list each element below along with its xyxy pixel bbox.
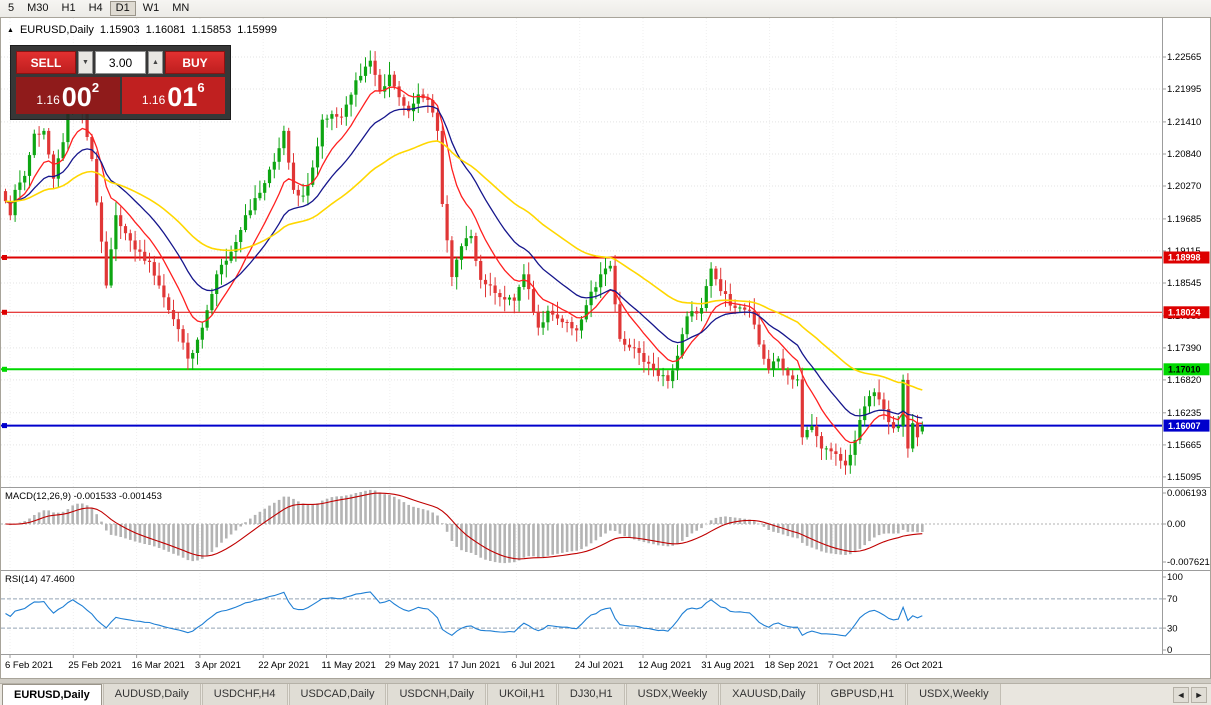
timeframe-button-5[interactable]: 5 [2,1,20,16]
svg-text:1.17010: 1.17010 [1168,365,1201,375]
svg-text:17 Jun 2021: 17 Jun 2021 [448,660,500,671]
chart-tab-usdcnh-daily[interactable]: USDCNH,Daily [387,684,487,705]
svg-text:0.00: 0.00 [1167,519,1186,530]
svg-text:100: 100 [1167,572,1183,583]
svg-text:18 Sep 2021: 18 Sep 2021 [765,660,819,671]
svg-text:16 Mar 2021: 16 Mar 2021 [132,660,185,671]
svg-text:1.15665: 1.15665 [1167,440,1201,451]
one-click-trading-panel: SELL ▼ ▲ BUY 1.16 00 2 1.16 01 6 [10,45,231,120]
chart-tab-gbpusd-h1[interactable]: GBPUSD,H1 [818,684,907,705]
svg-text:1.19685: 1.19685 [1167,214,1201,225]
chart-tab-usdx-weekly[interactable]: USDX,Weekly [625,684,720,705]
svg-text:25 Feb 2021: 25 Feb 2021 [68,660,121,671]
sell-price-display[interactable]: 1.16 00 2 [16,77,120,114]
timeframe-button-m30[interactable]: M30 [21,1,54,16]
chart-tab-eurusd-daily[interactable]: EURUSD,Daily [2,684,102,705]
buy-price-point: 6 [197,80,205,95]
svg-text:30: 30 [1167,623,1178,634]
svg-text:1.18998: 1.18998 [1168,253,1201,263]
sell-price-point: 2 [91,80,100,95]
svg-text:RSI(14) 47.4600: RSI(14) 47.4600 [5,574,75,585]
svg-text:1.20270: 1.20270 [1167,181,1201,192]
chart-tab-audusd-daily[interactable]: AUDUSD,Daily [102,684,201,705]
chart-canvas[interactable]: 1.22565 1.21995 1.21410 1.20840 1.20270 1.196… [0,17,1211,679]
sell-button[interactable]: SELL [16,51,76,74]
volume-decrease-button[interactable]: ▼ [78,51,93,74]
window-menu-icon: ▲ [7,26,14,34]
svg-text:12 Aug 2021: 12 Aug 2021 [638,660,691,671]
chart-tabs-bar: EURUSD,Daily AUDUSD,Daily USDCHF,H4 USDCAD,… [0,683,1211,705]
svg-text:22 Apr 2021: 22 Apr 2021 [258,660,309,671]
timeframe-toolbar: 5 M30 H1 H4 D1 W1 MN [0,0,1211,18]
quote-close: 1.15999 [237,24,277,36]
svg-text:MACD(12,26,9) -0.001533 -0.001: MACD(12,26,9) -0.001533 -0.001453 [5,491,162,502]
buy-button[interactable]: BUY [165,51,225,74]
tabs-scroll-right-button[interactable]: ► [1191,686,1207,703]
quote-low: 1.15853 [191,24,232,36]
svg-text:0.006193: 0.006193 [1167,488,1207,499]
tab-scroll-arrows: ◄ ► [1169,684,1211,705]
timeframe-button-d1[interactable]: D1 [109,1,136,16]
sell-price-base: 1.16 [36,93,60,107]
quote-high: 1.16081 [145,24,186,36]
sell-price-pips: 00 [61,82,92,112]
svg-text:1.18024: 1.18024 [1168,308,1201,318]
svg-text:1.18545: 1.18545 [1167,278,1201,289]
timeframe-button-h1[interactable]: H1 [56,1,82,16]
svg-text:3 Apr 2021: 3 Apr 2021 [195,660,241,671]
chart-tab-usdcad-daily[interactable]: USDCAD,Daily [288,684,387,705]
svg-text:1.15095: 1.15095 [1167,472,1201,483]
svg-text:1.17390: 1.17390 [1167,343,1201,354]
svg-text:6 Feb 2021: 6 Feb 2021 [5,660,53,671]
volume-increase-button[interactable]: ▲ [148,51,163,74]
quote-symbol: EURUSD,Daily [19,24,94,36]
svg-text:0: 0 [1167,645,1172,656]
timeframe-button-h4[interactable]: H4 [83,1,109,16]
svg-text:24 Jul 2021: 24 Jul 2021 [575,660,624,671]
buy-price-pips: 01 [167,82,198,112]
svg-text:1.16820: 1.16820 [1167,375,1201,386]
quote-open: 1.15903 [99,24,140,36]
chart-window: 1.22565 1.21995 1.21410 1.20840 1.20270 1.196… [0,17,1211,679]
chart-tabs: EURUSD,Daily AUDUSD,Daily USDCHF,H4 USDCAD,… [2,684,1002,705]
buy-price-display[interactable]: 1.16 01 6 [121,77,225,114]
svg-text:11 May 2021: 11 May 2021 [322,660,376,671]
svg-text:29 May 2021: 29 May 2021 [385,660,440,671]
svg-text:6 Jul 2021: 6 Jul 2021 [511,660,555,671]
chart-tab-xauusd-daily[interactable]: XAUUSD,Daily [720,684,818,705]
svg-text:1.22565: 1.22565 [1167,52,1201,63]
svg-text:-0.007621: -0.007621 [1167,557,1210,568]
svg-text:1.16235: 1.16235 [1167,408,1201,419]
chart-tab-usdchf-h4[interactable]: USDCHF,H4 [201,684,288,705]
chart-symbol-quote: ▲ EURUSD,Daily 1.15903 1.16081 1.15853 1… [7,24,277,36]
chart-tab-usdx-weekly[interactable]: USDX,Weekly [907,684,1001,705]
tabs-scroll-left-button[interactable]: ◄ [1173,686,1189,703]
svg-text:31 Aug 2021: 31 Aug 2021 [701,660,754,671]
svg-text:7 Oct 2021: 7 Oct 2021 [828,660,874,671]
svg-text:70: 70 [1167,594,1178,605]
chart-tab-ukoil-h1[interactable]: UKOil,H1 [487,684,557,705]
volume-input[interactable] [95,51,146,74]
timeframe-button-w1[interactable]: W1 [137,1,166,16]
svg-text:1.21410: 1.21410 [1167,117,1201,128]
buy-price-base: 1.16 [141,93,166,107]
svg-text:26 Oct 2021: 26 Oct 2021 [891,660,943,671]
svg-text:1.16007: 1.16007 [1168,421,1201,431]
svg-text:1.20840: 1.20840 [1167,149,1201,160]
svg-text:1.21995: 1.21995 [1167,84,1201,95]
timeframe-button-mn[interactable]: MN [166,1,195,16]
chart-tab-dj30-h1[interactable]: DJ30,H1 [557,684,625,705]
